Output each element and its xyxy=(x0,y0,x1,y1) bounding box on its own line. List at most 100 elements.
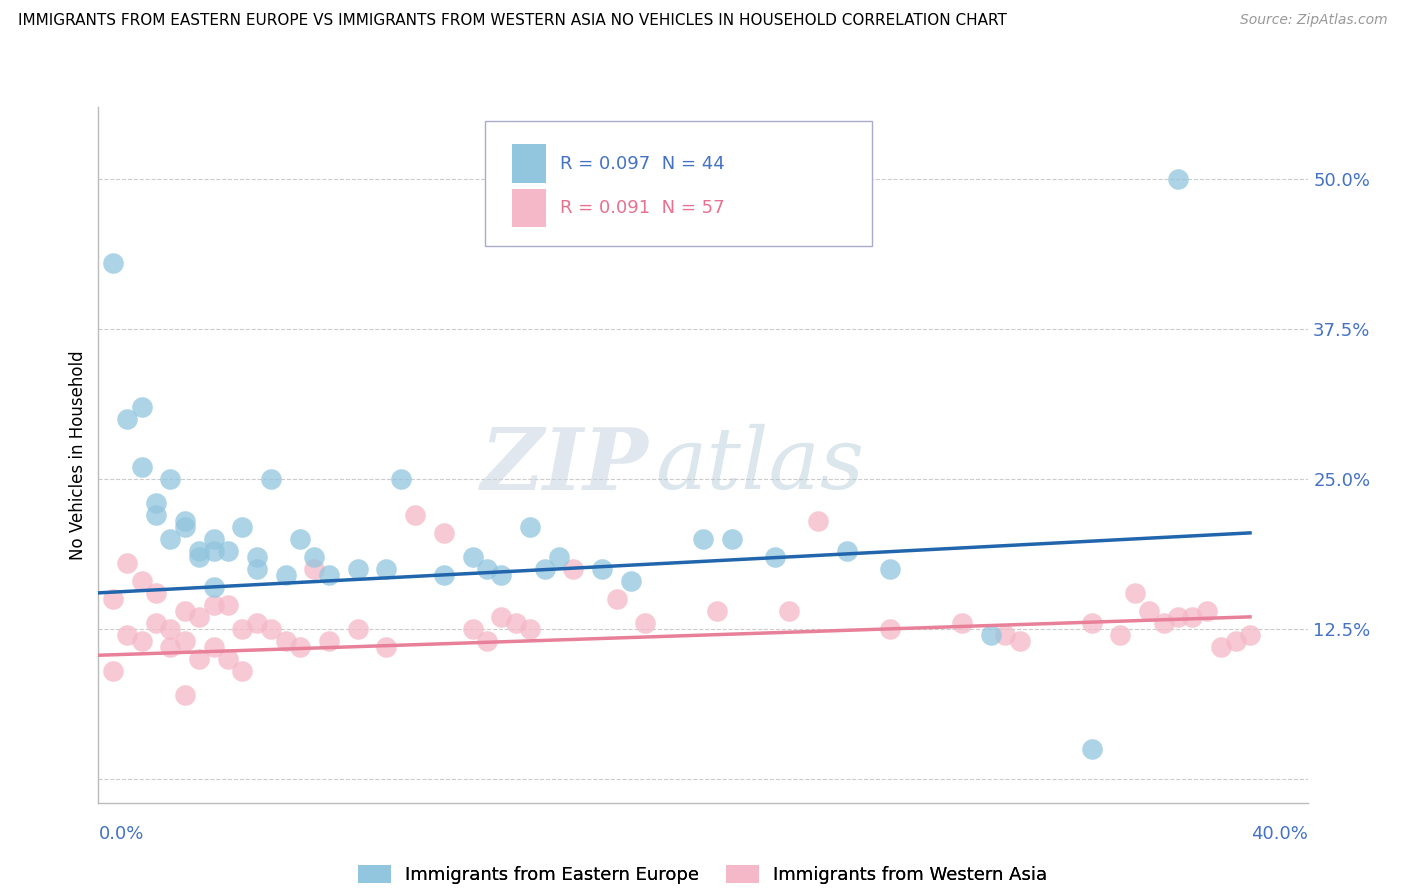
Point xyxy=(807,514,830,528)
Point xyxy=(115,556,138,570)
Point xyxy=(131,459,153,474)
Text: 0.0%: 0.0% xyxy=(98,825,143,843)
Text: ZIP: ZIP xyxy=(481,424,648,508)
Point xyxy=(145,496,167,510)
Point xyxy=(159,640,181,654)
Point xyxy=(188,652,211,666)
Point xyxy=(491,567,513,582)
Point xyxy=(173,604,195,618)
Point xyxy=(217,598,239,612)
Point xyxy=(188,610,211,624)
Point xyxy=(533,562,555,576)
Point xyxy=(1181,610,1204,624)
Point xyxy=(433,567,456,582)
Point xyxy=(720,532,742,546)
Point xyxy=(288,640,311,654)
Point xyxy=(692,532,714,546)
Point xyxy=(202,640,225,654)
Point xyxy=(346,562,368,576)
Point xyxy=(101,664,124,678)
Point xyxy=(246,615,269,630)
Point xyxy=(1211,640,1233,654)
Point xyxy=(260,622,283,636)
Y-axis label: No Vehicles in Household: No Vehicles in Household xyxy=(69,350,87,560)
Point xyxy=(1167,610,1189,624)
Point xyxy=(1109,628,1132,642)
Point xyxy=(346,622,368,636)
Text: atlas: atlas xyxy=(655,424,863,507)
Point xyxy=(274,567,297,582)
Point xyxy=(173,688,195,702)
Point xyxy=(491,610,513,624)
Text: R = 0.091  N = 57: R = 0.091 N = 57 xyxy=(561,199,725,217)
Point xyxy=(879,562,901,576)
Point xyxy=(318,633,340,648)
Point xyxy=(461,622,484,636)
Point xyxy=(159,532,181,546)
Point xyxy=(519,520,541,534)
Text: R = 0.097  N = 44: R = 0.097 N = 44 xyxy=(561,154,725,172)
Point xyxy=(115,412,138,426)
Point xyxy=(1008,633,1031,648)
Point xyxy=(1123,586,1146,600)
Point xyxy=(620,574,643,588)
Point xyxy=(375,640,398,654)
Point xyxy=(173,520,195,534)
Point xyxy=(145,615,167,630)
Point xyxy=(606,591,628,606)
Point xyxy=(461,549,484,564)
Point xyxy=(475,562,498,576)
Point xyxy=(1080,741,1102,756)
Text: Source: ZipAtlas.com: Source: ZipAtlas.com xyxy=(1240,13,1388,28)
Point xyxy=(591,562,613,576)
Point xyxy=(173,633,195,648)
Point xyxy=(1195,604,1218,618)
FancyBboxPatch shape xyxy=(485,121,872,246)
Point xyxy=(202,532,225,546)
Point xyxy=(159,472,181,486)
Point xyxy=(246,549,269,564)
Point xyxy=(835,544,858,558)
Point xyxy=(404,508,426,522)
Point xyxy=(950,615,973,630)
Point xyxy=(548,549,571,564)
Point xyxy=(389,472,412,486)
Point xyxy=(980,628,1002,642)
Point xyxy=(879,622,901,636)
Point xyxy=(188,544,211,558)
Point xyxy=(375,562,398,576)
Point xyxy=(115,628,138,642)
Point xyxy=(318,567,340,582)
Point xyxy=(131,574,153,588)
Point xyxy=(145,586,167,600)
Point xyxy=(433,525,456,540)
Point xyxy=(131,633,153,648)
Point xyxy=(1137,604,1160,618)
Point xyxy=(260,472,283,486)
FancyBboxPatch shape xyxy=(512,145,546,183)
Point xyxy=(101,591,124,606)
Point xyxy=(159,622,181,636)
Point xyxy=(304,549,326,564)
Point xyxy=(994,628,1017,642)
Point xyxy=(1080,615,1102,630)
Point xyxy=(217,652,239,666)
Point xyxy=(288,532,311,546)
Point xyxy=(231,664,253,678)
Point xyxy=(202,598,225,612)
Point xyxy=(1225,633,1247,648)
Point xyxy=(1153,615,1175,630)
Point xyxy=(101,256,124,270)
Point xyxy=(562,562,585,576)
Point xyxy=(1167,172,1189,186)
Text: IMMIGRANTS FROM EASTERN EUROPE VS IMMIGRANTS FROM WESTERN ASIA NO VEHICLES IN HO: IMMIGRANTS FROM EASTERN EUROPE VS IMMIGR… xyxy=(18,13,1007,29)
Text: 40.0%: 40.0% xyxy=(1251,825,1308,843)
Point xyxy=(202,580,225,594)
Point xyxy=(475,633,498,648)
Point xyxy=(246,562,269,576)
Point xyxy=(519,622,541,636)
Point xyxy=(173,514,195,528)
Point xyxy=(505,615,527,630)
Point xyxy=(1239,628,1261,642)
Point xyxy=(763,549,786,564)
